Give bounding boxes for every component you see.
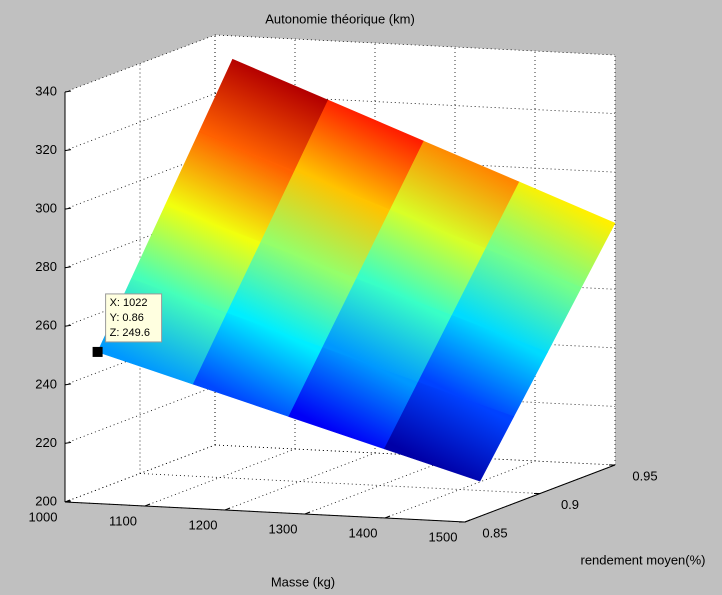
tick-mark (64, 149, 72, 152)
x-tick-label: 1200 (189, 517, 218, 532)
grid-line (139, 473, 541, 494)
x-tick-label: 1500 (429, 529, 458, 544)
tick-mark (144, 503, 151, 507)
z-tick-label: 220 (35, 435, 57, 450)
datatip-box (105, 293, 163, 343)
datatip-marker (92, 346, 103, 357)
tick-mark (464, 519, 471, 523)
z-tick-label: 340 (35, 83, 57, 98)
y-tick-label: 0.85 (482, 525, 507, 540)
plot: 200 220 240 260 280 300 320 340 1000 1100 1200 1300… (29, 34, 658, 544)
tick-mark (64, 207, 72, 210)
x-axis (64, 501, 466, 523)
datatip-text: Y: 0.86 (110, 312, 144, 324)
tick-mark (64, 90, 72, 93)
datatip: X: 1022 Y: 0.86 Z: 249.6 (105, 293, 163, 343)
z-tick-label: 300 (35, 201, 57, 216)
datatip-text: X: 1022 (110, 297, 148, 309)
x-axis-label: Masse (kg) (271, 574, 335, 589)
grid-line (214, 34, 616, 56)
datatip-text: Z: 249.6 (110, 327, 150, 339)
grid-line (214, 93, 616, 114)
z-tick-label: 320 (35, 142, 57, 157)
x-tick-label: 1400 (349, 525, 378, 540)
y-tick-label: 0.9 (561, 497, 579, 512)
tick-mark (64, 266, 72, 269)
x-tick-label: 1000 (29, 509, 58, 524)
tick-mark (224, 507, 231, 511)
surface-patch (383, 381, 515, 482)
grid-line (64, 386, 216, 444)
tick-mark (384, 515, 391, 519)
z-tick-label: 200 (35, 493, 57, 508)
grid-line (64, 210, 216, 269)
tick-mark (64, 324, 72, 327)
grid-line (64, 93, 216, 151)
tick-mark (64, 441, 72, 444)
z-tick-label: 260 (35, 318, 57, 333)
y-tick-label: 0.95 (632, 468, 657, 483)
tick-mark (64, 383, 72, 386)
x-tick-label: 1300 (269, 521, 298, 536)
y-axis-label: rendement moyen(%) (581, 552, 706, 567)
z-tick-label: 280 (35, 259, 57, 274)
x-tick-label: 1100 (109, 513, 137, 528)
grid-line (64, 34, 216, 93)
z-tick-label: 240 (35, 376, 57, 391)
chart-title: Autonomie théorique (km) (265, 11, 415, 26)
tick-mark (304, 511, 311, 515)
tick-mark (64, 499, 71, 503)
